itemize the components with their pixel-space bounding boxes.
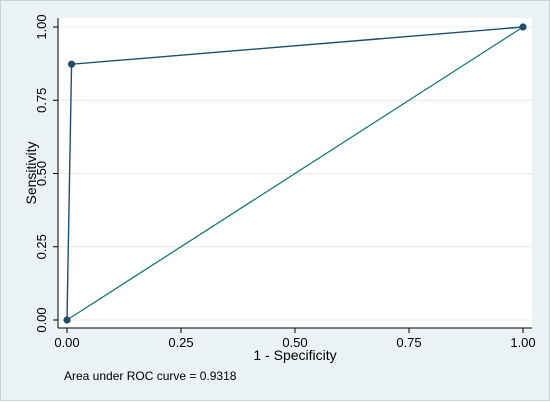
x-tick-label: 0.00 — [54, 335, 79, 350]
roc-point — [63, 316, 71, 324]
auc-note: Area under ROC curve = 0.9318 — [64, 369, 237, 383]
roc-point — [67, 60, 76, 68]
reference-line — [66, 26, 524, 321]
y-tick-label: 0.25 — [34, 234, 49, 259]
y-tick-label: 0.75 — [34, 88, 49, 113]
y-axis-title: Sensitivity — [23, 141, 39, 204]
roc-point — [519, 23, 527, 31]
x-tick-label: 1.00 — [510, 335, 535, 350]
y-tick-label: 0.00 — [34, 307, 49, 332]
y-tick-label: 0.50 — [34, 161, 49, 186]
x-tick-label: 0.50 — [282, 335, 307, 350]
y-tick-label: 1.00 — [34, 14, 49, 39]
x-tick-label: 0.75 — [396, 335, 421, 350]
x-tick-label: 0.25 — [168, 335, 193, 350]
x-axis-title: 1 - Specificity — [253, 347, 336, 363]
